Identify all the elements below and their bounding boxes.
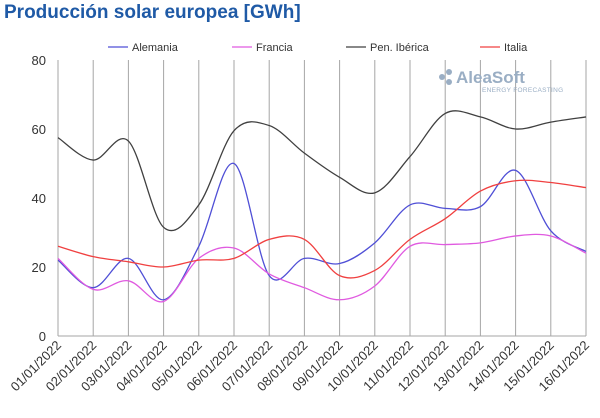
y-axis-ticks: 0 20 40 60 80 [32,53,46,344]
y-tick-label: 60 [32,122,46,137]
aleasoft-logo: AleaSoft ENERGY FORECASTING [439,68,564,94]
series-line-pen-ib-rica [57,110,587,232]
series-line-italia [57,179,587,279]
legend-label: Italia [504,42,528,54]
series-line-alemania [57,162,587,301]
chart-series [57,110,587,303]
logo-name: AleaSoft [456,68,525,87]
legend-label: Francia [256,42,294,54]
logo-mark-icon [446,69,452,75]
x-axis-ticks: 01/01/202202/01/202203/01/202204/01/2022… [7,338,592,395]
y-tick-label: 80 [32,53,46,68]
y-tick-label: 0 [39,329,46,344]
logo-tagline: ENERGY FORECASTING [482,87,564,94]
y-tick-label: 40 [32,191,46,206]
legend-label: Pen. Ibérica [370,42,430,54]
y-tick-label: 20 [32,260,46,275]
legend-label: Alemania [132,42,179,54]
series-line-francia [57,233,587,303]
page-title: Producción solar europea [GWh] [4,2,301,23]
logo-mark-icon [439,74,445,80]
chart-legend: Alemania Francia Pen. Ibérica Italia [108,42,528,54]
chart-grid [57,60,587,336]
logo-mark-icon [446,79,452,85]
